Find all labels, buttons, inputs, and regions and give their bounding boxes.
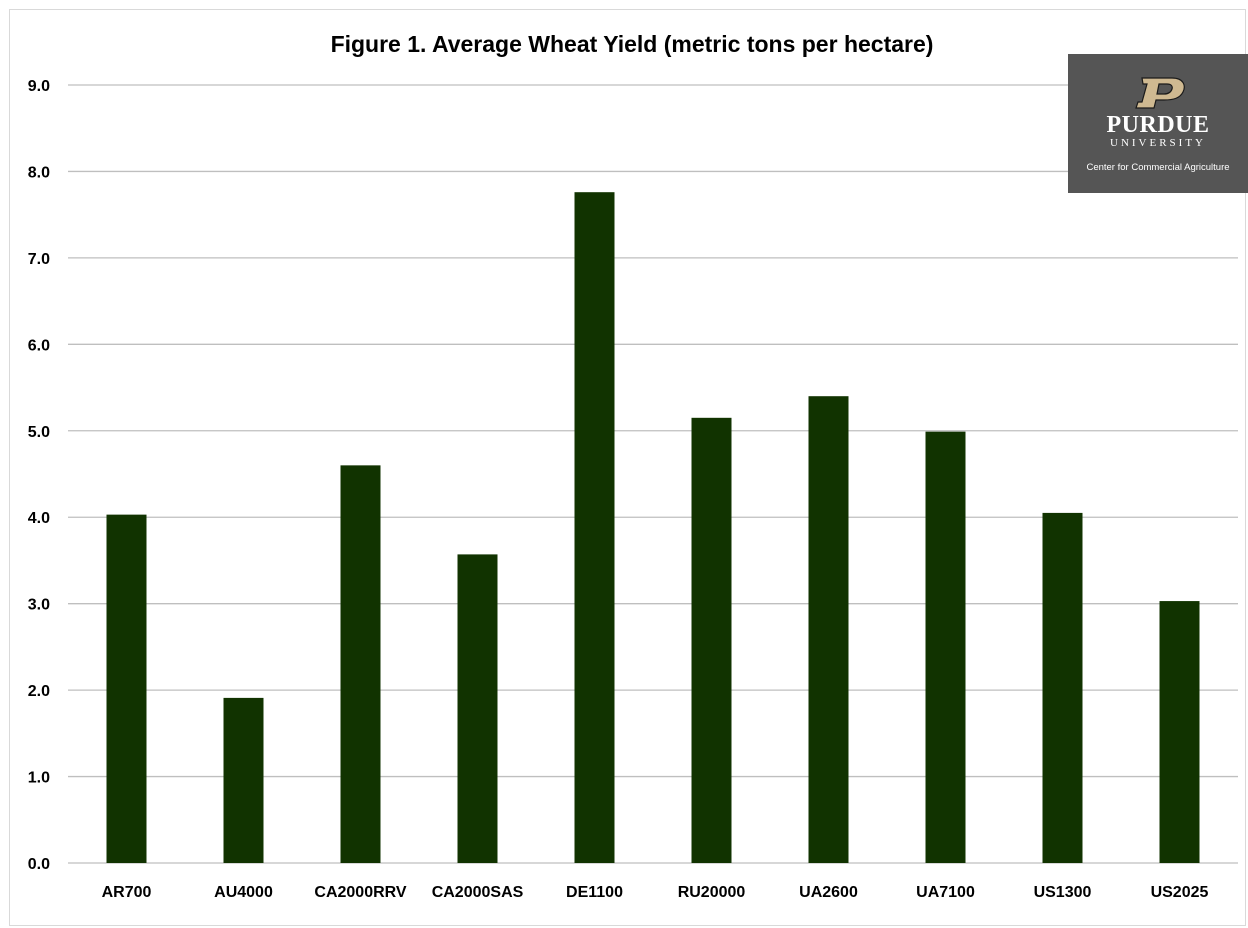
bar-au4000 [223, 697, 264, 863]
purdue-logo: PURDUE UNIVERSITY Center for Commercial … [1068, 54, 1248, 193]
x-tick-label: UA7100 [916, 884, 975, 901]
y-tick-label: 3.0 [28, 597, 50, 614]
x-tick-label: RU20000 [678, 884, 746, 901]
y-tick-label: 9.0 [28, 78, 50, 95]
bar-us1300 [1042, 512, 1083, 863]
purdue-p-icon [1135, 77, 1185, 109]
x-tick-label: DE1100 [566, 884, 623, 901]
bar-ru20000 [691, 417, 732, 863]
x-tick-label: AR700 [102, 884, 152, 901]
logo-name: PURDUE [1106, 112, 1210, 138]
x-tick-label: AU4000 [214, 884, 273, 901]
y-tick-label: 1.0 [28, 770, 50, 787]
logo-subtitle: UNIVERSITY [1110, 137, 1206, 149]
x-axis-ticks: AR700 AU4000 CA2000RRV CA2000SAS DE1100 RU200… [102, 884, 1209, 901]
bar-ca2000rrv [340, 465, 381, 863]
bar-de1100 [574, 192, 615, 864]
x-tick-label: CA2000RRV [314, 884, 407, 901]
y-tick-label: 4.0 [28, 510, 50, 527]
x-tick-label: US1300 [1034, 884, 1092, 901]
y-tick-label: 5.0 [28, 424, 50, 441]
y-tick-label: 7.0 [28, 251, 50, 268]
bar-ua2600 [808, 396, 849, 863]
logo-caption: Center for Commercial Agriculture [1086, 162, 1230, 173]
bars [106, 192, 1200, 864]
y-axis-ticks: 0.0 1.0 2.0 3.0 4.0 5.0 6.0 7.0 8.0 9.0 [28, 78, 50, 873]
y-tick-label: 0.0 [28, 856, 50, 873]
x-tick-label: US2025 [1151, 884, 1209, 901]
y-tick-label: 8.0 [28, 164, 50, 181]
x-tick-label: UA2600 [799, 884, 858, 901]
bar-ar700 [106, 514, 147, 863]
chart-frame [9, 9, 1246, 926]
y-tick-label: 6.0 [28, 337, 50, 354]
bar-us2025 [1159, 601, 1200, 863]
bar-ca2000sas [457, 554, 498, 863]
chart-title: Figure 1. Average Wheat Yield (metric to… [331, 31, 934, 57]
bar-ua7100 [925, 431, 966, 863]
y-tick-label: 2.0 [28, 683, 50, 700]
x-tick-label: CA2000SAS [432, 884, 524, 901]
